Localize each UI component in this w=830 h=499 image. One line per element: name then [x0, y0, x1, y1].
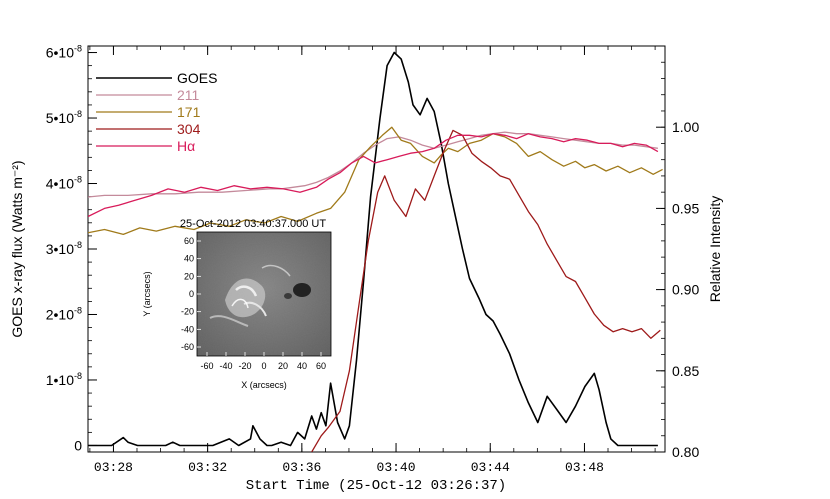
legend-label: 211	[177, 87, 200, 103]
y-left-tick-label: 5•10-8	[46, 109, 82, 126]
inset-y-tick-label: -40	[181, 324, 194, 334]
y-right-tick-label: 0.80	[672, 444, 699, 460]
series-line-3	[311, 129, 661, 452]
y-axis-left-label: GOES x-ray flux (Watts m⁻²)	[9, 160, 25, 337]
inset-x-tick-label: -60	[200, 361, 213, 371]
inset-x-tick-label: 60	[316, 361, 326, 371]
inset-y-tick-label: -60	[181, 342, 194, 352]
inset-axis-ticks: -60 -40 -20 0 20 40 60 60 40 20 0 -20 -40 -60	[181, 236, 326, 371]
inset-x-tick-label: 20	[278, 361, 288, 371]
y-left-tick-label: 2•10-8	[46, 305, 82, 322]
legend-label: 304	[177, 121, 201, 137]
inset-image	[197, 232, 331, 356]
inset-y-tick-label: 60	[184, 236, 194, 246]
y-axis-right-label: Relative Intensity	[707, 196, 723, 303]
x-tick-label: 03:28	[94, 460, 133, 475]
y-left-tick-label: 4•10-8	[46, 175, 82, 192]
series-line-2	[88, 126, 663, 236]
series-line-4	[88, 133, 659, 218]
inset-solar-image: 25-Oct-2012 03:40:37.000 UT -60 -40 -20 0 20…	[142, 218, 332, 390]
x-tick-label: 03:48	[565, 460, 604, 475]
x-tick-label: 03:44	[471, 460, 510, 475]
inset-x-tick-label: -20	[238, 361, 251, 371]
inset-x-tick-label: -40	[219, 361, 232, 371]
y-left-tick-label: 6•10-8	[46, 44, 82, 61]
inset-y-tick-label: -20	[181, 307, 194, 317]
inset-y-tick-label: 40	[184, 254, 194, 264]
inset-x-tick-label: 0	[261, 361, 266, 371]
series-layer	[88, 51, 663, 452]
y-left-tick-label: 0	[74, 437, 82, 453]
axis-ticks: 03:28 03:32 03:36 03:40 03:44 03:48 0 1•10-8 2•1…	[46, 44, 700, 475]
legend-label: GOES	[177, 70, 217, 86]
inset-x-label: X (arcsecs)	[241, 380, 287, 390]
y-right-tick-label: 0.95	[672, 200, 699, 216]
x-tick-label: 03:32	[188, 460, 227, 475]
y-right-tick-label: 1.00	[672, 119, 699, 135]
legend-label: 171	[177, 104, 201, 120]
inset-y-tick-label: 0	[189, 289, 194, 299]
y-left-tick-label: 3•10-8	[46, 240, 82, 257]
y-right-tick-label: 0.90	[672, 282, 699, 298]
x-axis-label: Start Time (25-Oct-12 03:26:37)	[246, 478, 506, 494]
inset-y-tick-label: 20	[184, 271, 194, 281]
series-line-0	[88, 51, 658, 447]
y-left-tick-label: 1•10-8	[46, 371, 82, 388]
x-tick-label: 03:36	[282, 460, 321, 475]
legend-label: Hα	[177, 138, 195, 154]
inset-title: 25-Oct-2012 03:40:37.000 UT	[180, 218, 326, 230]
y-right-tick-label: 0.85	[672, 363, 699, 379]
series-line-1	[88, 131, 658, 198]
inset-x-tick-label: 40	[297, 361, 307, 371]
inset-y-label: Y (arcsecs)	[142, 271, 152, 316]
x-tick-label: 03:40	[377, 460, 416, 475]
plot-frame	[87, 45, 666, 453]
